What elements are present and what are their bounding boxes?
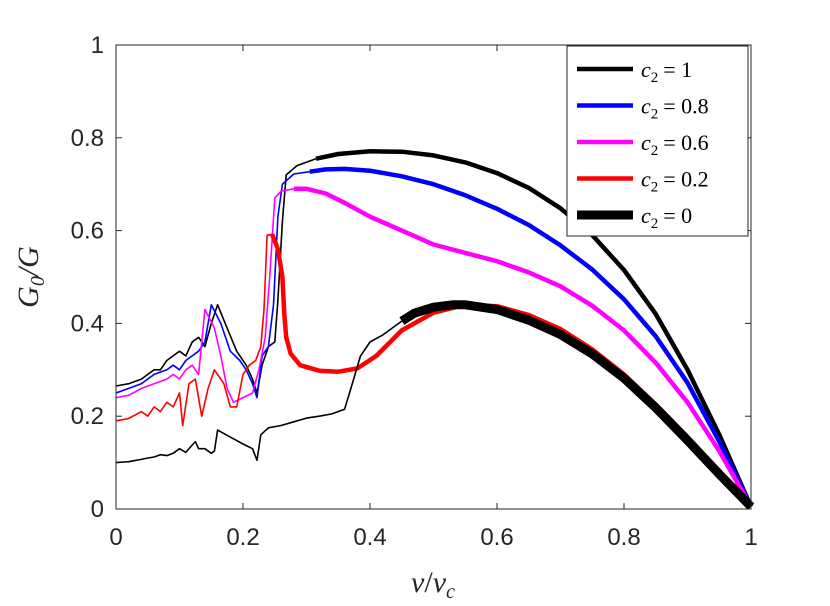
y-tick-label: 0.2 bbox=[71, 403, 104, 430]
x-axis-label: v/vc bbox=[411, 566, 455, 603]
x-tick-label: 1 bbox=[744, 524, 757, 551]
axes-box bbox=[115, 44, 752, 510]
x-tick-label: 0.6 bbox=[480, 524, 513, 551]
legend-label: c2 = 0 bbox=[641, 203, 692, 232]
series-layer bbox=[115, 149, 755, 510]
x-tick-label: 0.8 bbox=[607, 524, 640, 551]
series-line-thin-c2-0-2 bbox=[115, 233, 273, 427]
legend-label: c2 = 0.8 bbox=[641, 94, 709, 123]
legend-label: c2 = 1 bbox=[641, 57, 692, 86]
series-line-thin-c2-1 bbox=[115, 157, 317, 394]
series-line-thick-c2-0-6 bbox=[293, 186, 753, 508]
series-line-thick-c2-0-8 bbox=[309, 166, 754, 508]
y-tick-label: 0 bbox=[91, 496, 104, 523]
series-line-thick-c2-0 bbox=[399, 300, 755, 510]
legend-label: c2 = 0.6 bbox=[641, 130, 709, 159]
x-tick-label: 0.4 bbox=[353, 524, 386, 551]
series-line-thick-c2-1 bbox=[315, 149, 754, 508]
series-line-thin-c2-0-8 bbox=[115, 170, 310, 399]
legend: c2 = 1 c2 = 0.8 c2 = 0.6 c2 = 0.2 c2 = 0 bbox=[566, 45, 749, 237]
x-tick-label: 0.2 bbox=[226, 524, 259, 551]
y-tick-label: 1 bbox=[91, 32, 104, 59]
y-axis-label: G0/G bbox=[12, 246, 49, 308]
ticks-layer: 0 0.2 0.4 0.6 0.8 1 0 0.2 0.4 0.6 0.8 1 bbox=[71, 32, 758, 551]
legend-label: c2 = 0.2 bbox=[641, 167, 709, 196]
series-line-thin-c2-0 bbox=[115, 320, 403, 464]
y-tick-label: 0.8 bbox=[71, 125, 104, 152]
y-tick-label: 0.4 bbox=[71, 310, 104, 337]
x-tick-label: 0 bbox=[109, 524, 122, 551]
y-tick-label: 0.6 bbox=[71, 218, 104, 245]
series-line-thin-c2-0-6 bbox=[115, 188, 294, 404]
